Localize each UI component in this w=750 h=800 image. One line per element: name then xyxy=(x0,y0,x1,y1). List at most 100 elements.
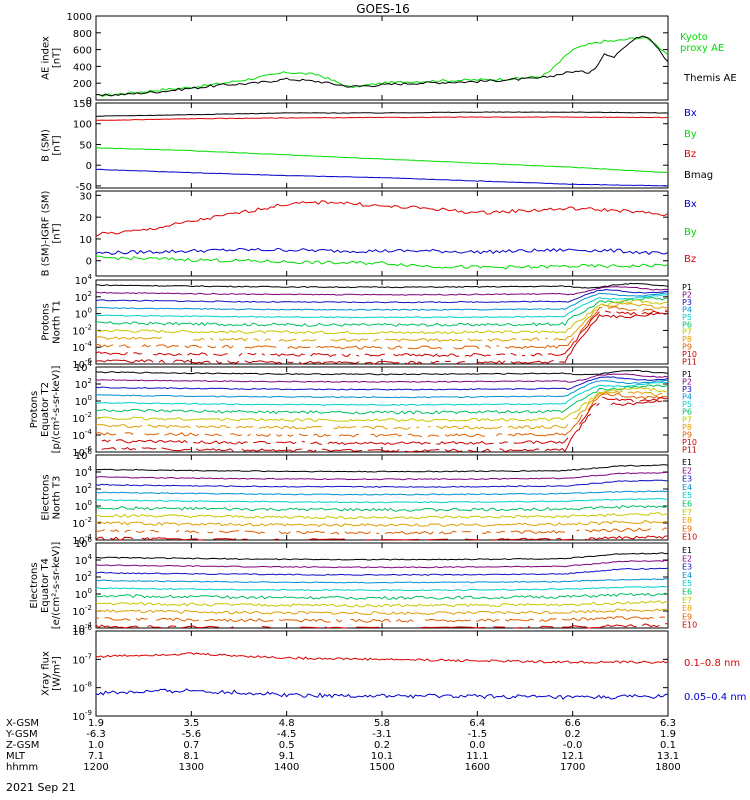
protons_t2-legend-p3: P3 xyxy=(682,385,692,394)
electrons_t3-e9-trace xyxy=(438,530,457,535)
electrons_t4-legend-e6: E6 xyxy=(682,588,692,597)
protons_t2-ytick-exponent: 0 xyxy=(88,394,92,402)
xaxis-cell: 10.1 xyxy=(371,751,393,762)
protons_t2-p9-trace xyxy=(338,433,360,438)
xaxis-cell: 1700 xyxy=(560,762,585,773)
protons_t2-p11-trace xyxy=(195,448,234,452)
protons_t2-ytick-label: 102 xyxy=(75,377,92,391)
electrons_t4-e10-trace xyxy=(642,623,660,628)
protons_t2-p6-trace xyxy=(95,384,669,415)
protons_t2-p10-trace xyxy=(639,397,669,402)
protons_t2-p11-trace xyxy=(307,449,317,453)
protons_t1-p11-trace xyxy=(215,360,222,364)
protons_t1-p9-trace xyxy=(484,345,492,349)
electrons_t4-e10-trace xyxy=(230,626,234,629)
protons_t2-p10-trace xyxy=(327,441,431,446)
protons_t2-p10-trace xyxy=(115,439,188,444)
xaxis-cell: 1200 xyxy=(83,762,108,773)
electrons_t4-e10-trace xyxy=(324,626,348,629)
protons_t2-legend-p10: P10 xyxy=(682,438,697,447)
electrons_t3-e10-trace xyxy=(213,537,237,540)
protons_t2-p10-trace xyxy=(513,437,569,445)
electrons_t3-e4-trace xyxy=(95,490,669,496)
xaxis-row-label: X-GSM xyxy=(6,718,39,729)
b_igrf-ytick-label: 0 xyxy=(86,257,92,268)
protons_t2-p11-trace xyxy=(141,447,157,450)
protons_t1-p8-trace xyxy=(330,338,368,342)
protons_t2-p11-trace xyxy=(121,447,137,451)
xaxis-row-label: Z-GSM xyxy=(6,740,39,751)
electrons_t4-ytick-exponent: 0 xyxy=(88,587,92,595)
electrons_t4-ytick-label: 10-2 xyxy=(72,604,92,618)
electrons_t4-e6-trace xyxy=(95,592,669,600)
protons_t1-p10-trace xyxy=(616,311,637,316)
protons_t1-p11-trace xyxy=(456,361,465,365)
protons_t2-p9-trace xyxy=(124,432,134,435)
electrons_t3-legend-e10: E10 xyxy=(682,533,697,542)
b_sm-ytick-label: -50 xyxy=(76,182,92,193)
electrons_t3-ytick-exponent: 2 xyxy=(88,482,92,490)
protons_t2-p3-trace xyxy=(95,376,669,391)
protons_t2-p9-trace xyxy=(313,433,331,438)
protons_t2-p8-trace xyxy=(195,425,231,429)
protons_t1-p10-trace xyxy=(464,353,491,357)
electrons_t4-e9-trace xyxy=(155,617,200,622)
protons_t1-p1-trace xyxy=(96,282,669,289)
electrons_t4-e10-trace xyxy=(298,626,320,629)
protons_t2-ytick-label: 104 xyxy=(75,360,93,374)
b_igrf-frame xyxy=(95,190,669,277)
electrons_t4-e10-trace xyxy=(261,626,271,628)
protons_t2-p9-trace xyxy=(370,433,403,438)
protons_t2-ytick-label: 10-4 xyxy=(72,428,92,442)
protons_t2-p9-trace xyxy=(298,433,308,437)
protons_t2-legend-p11: P11 xyxy=(682,445,697,454)
b-igrf-legend-bz: Bz xyxy=(684,254,696,265)
xaxis-cell: 1800 xyxy=(655,762,680,773)
protons_t1-p11-trace xyxy=(298,360,360,365)
xaxis-cell: 5.8 xyxy=(374,718,390,729)
ae-ytick-label: 800 xyxy=(73,29,92,40)
protons_t1-p8-trace xyxy=(544,337,549,340)
protons_t2-p9-trace xyxy=(164,432,200,437)
xray-series-1 xyxy=(95,688,669,700)
protons_t1-p9-trace xyxy=(607,306,637,311)
xaxis-cell: 0.1 xyxy=(660,740,676,751)
electrons_t4-e9-trace xyxy=(539,618,557,622)
protons_t2-p11-trace xyxy=(161,447,191,452)
protons_t1-p8-trace xyxy=(384,338,463,343)
electrons_t4-e10-trace xyxy=(147,625,162,629)
protons_t1-p9-trace xyxy=(184,345,202,349)
protons_t2-p11-trace xyxy=(610,399,663,406)
electrons_t4-e10-trace xyxy=(419,626,486,629)
protons_t1-p10-trace xyxy=(510,352,517,356)
protons_t2-p8-trace xyxy=(627,391,663,396)
protons_t2-p7-trace xyxy=(95,387,669,423)
protons_t2-p9-trace xyxy=(204,433,222,437)
electrons_t4-e10-trace xyxy=(539,625,554,629)
electrons_t3-e9-trace xyxy=(496,530,506,534)
b_igrf-ytick-label: 10 xyxy=(79,235,92,246)
protons_t1-p10-trace xyxy=(238,352,243,357)
electrons_t4-legend-e10: E10 xyxy=(682,621,697,630)
protons_t1-p9-trace xyxy=(641,308,654,312)
protons_t1-p8-trace xyxy=(210,337,214,341)
electrons_t4-e9-trace xyxy=(659,616,666,618)
electrons_t4-ytick-label: 104 xyxy=(75,553,93,567)
protons_t2-p10-trace xyxy=(310,441,322,445)
protons_t1-p10-trace xyxy=(213,353,228,356)
protons_t2-ytick-exponent: -4 xyxy=(85,428,93,436)
protons_t1-p9-trace xyxy=(141,344,151,348)
electrons_t3-e9-trace xyxy=(481,530,491,535)
ae-ytick-label: 600 xyxy=(73,46,92,57)
protons_t1-legend-p8: P8 xyxy=(682,335,692,344)
electrons_t3-e9-trace xyxy=(218,530,240,534)
b_igrf-series-bx xyxy=(95,247,669,255)
protons_t2-ytick-exponent: 2 xyxy=(88,377,92,385)
protons_t1-legend-p9: P9 xyxy=(682,343,692,352)
electrons_t4-e2-trace xyxy=(95,559,669,569)
electrons_t3-e10-trace xyxy=(556,537,574,541)
protons_t1-p8-trace xyxy=(553,309,597,341)
electrons_t4-e9-trace xyxy=(104,616,131,621)
xaxis-cell: 3.5 xyxy=(183,718,199,729)
